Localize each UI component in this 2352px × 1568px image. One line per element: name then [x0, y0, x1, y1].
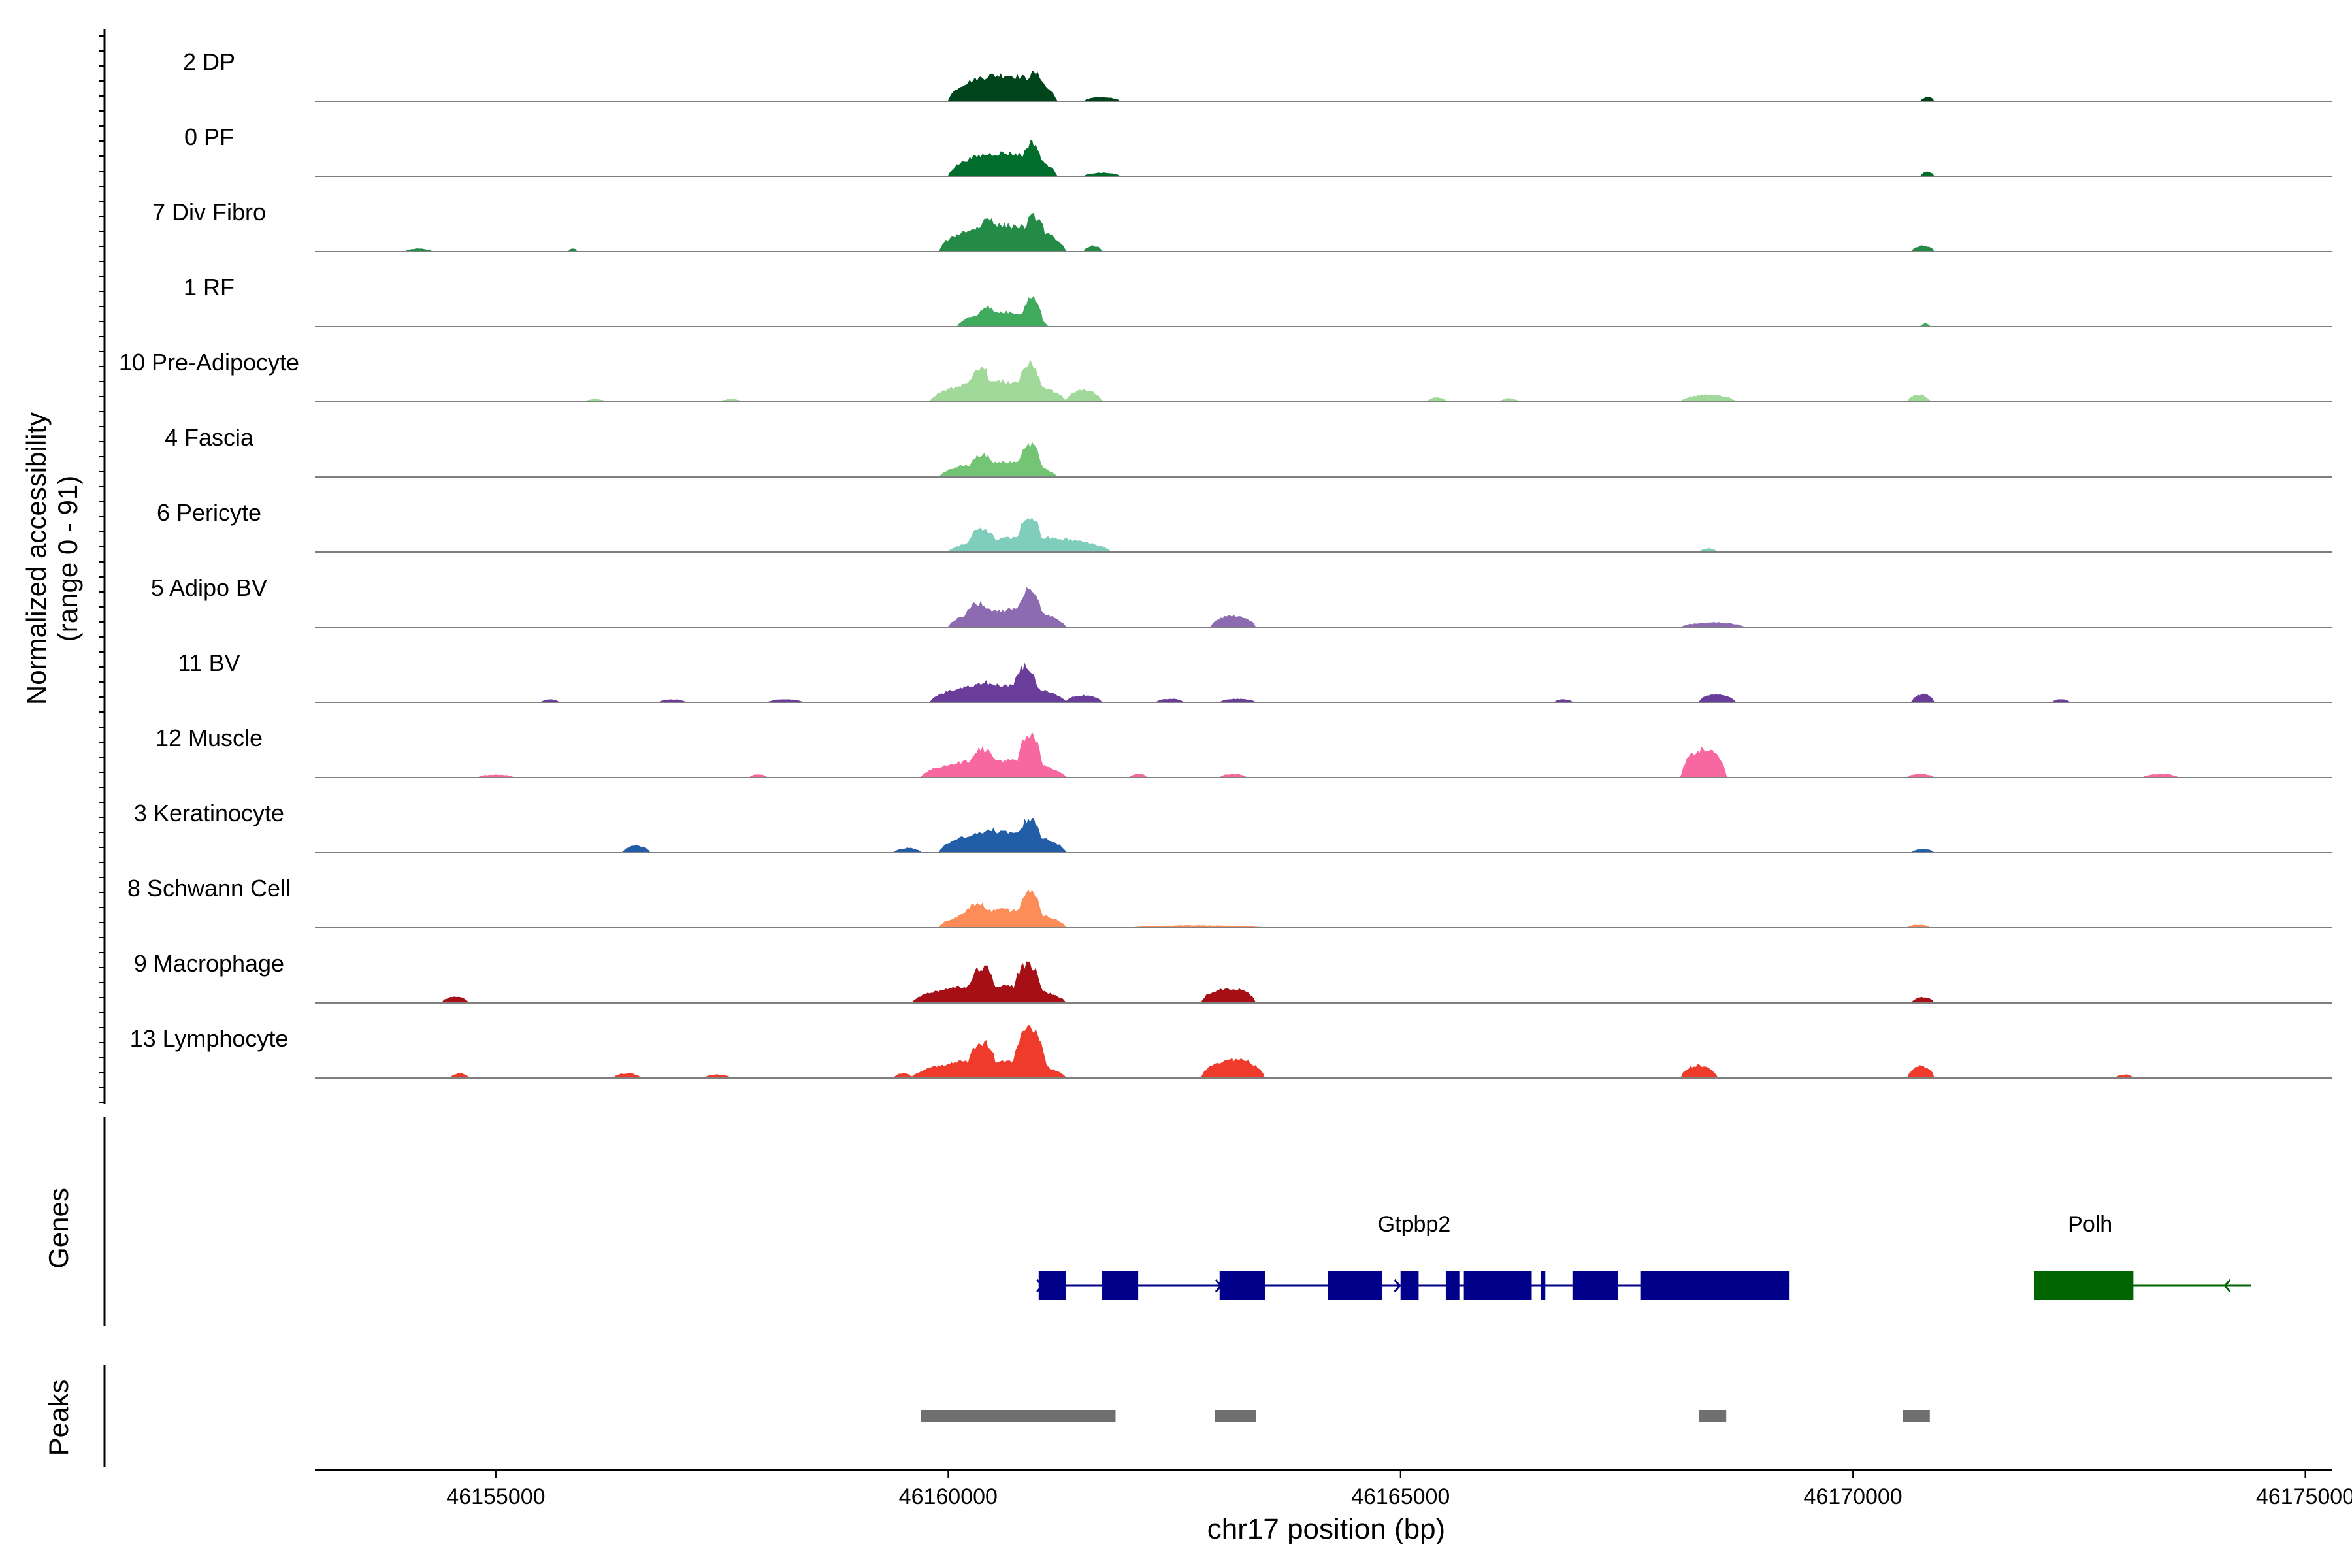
gene-name-label: Gtpbp2: [1378, 1212, 1451, 1237]
coverage-area: [315, 961, 2332, 1003]
gene-exon: [2034, 1271, 2134, 1300]
track-14: 13 Lymphocyte: [130, 1024, 2332, 1079]
genes-label: Genes: [43, 1188, 74, 1269]
track-10: 12 Muscle: [155, 725, 2332, 778]
x-tick-label: 46175000: [2256, 1484, 2352, 1509]
x-tick-label: 46160000: [899, 1484, 998, 1509]
track-label: 3 Keratinocyte: [134, 800, 284, 826]
track-label: 12 Muscle: [155, 725, 263, 751]
track-label: 10 Pre-Adipocyte: [119, 349, 299, 376]
track-label: 0 PF: [184, 123, 234, 150]
track-5: 10 Pre-Adipocyte: [119, 349, 2332, 402]
gene-exon: [1038, 1271, 1066, 1300]
gene-gtpbp2: Gtpbp2: [1036, 1212, 1790, 1300]
coverage-area: [315, 817, 2332, 853]
coverage-area: [315, 1024, 2332, 1078]
coverage-area: [315, 442, 2332, 477]
track-label: 11 BV: [178, 649, 240, 676]
track-8: 5 Adipo BV: [151, 574, 2332, 628]
coverage-area: [315, 732, 2332, 777]
peak-region: [921, 1410, 1116, 1422]
track-label: 2 DP: [183, 48, 235, 75]
gene-exon: [1102, 1271, 1139, 1300]
coverage-area: [315, 889, 2332, 928]
y-axis-label: Normalized accessibility: [21, 412, 52, 705]
track-label: 5 Adipo BV: [151, 574, 267, 601]
x-tick-label: 46165000: [1351, 1484, 1450, 1509]
peak-region: [1699, 1410, 1727, 1422]
track-4: 1 RF: [184, 274, 2332, 327]
gene-exon: [1572, 1271, 1618, 1300]
gene-strand-arrow: [2223, 1279, 2231, 1292]
coverage-area: [315, 587, 2332, 627]
track-2: 0 PF: [184, 123, 2332, 177]
coverage-area: [315, 517, 2332, 552]
track-9: 11 BV: [178, 649, 2332, 703]
y-axis-range-label: (range 0 - 91): [52, 476, 83, 642]
coverage-tracks: 2 DP 0 PF 7 Div Fibro 1 RF 10 Pre-Adipocyte 4…: [119, 48, 2332, 1422]
track-label: 6 Pericyte: [157, 499, 261, 526]
gene-name-label: Polh: [2068, 1212, 2112, 1237]
coverage-area: [315, 71, 2332, 101]
gene-exon: [1328, 1271, 1383, 1300]
track-label: 1 RF: [184, 274, 235, 301]
gene-exon: [1640, 1271, 1790, 1300]
track-12: 8 Schwann Cell: [127, 875, 2332, 928]
peak-region: [1903, 1410, 1930, 1422]
gene-exon: [1463, 1271, 1532, 1300]
x-tick-label: 46155000: [446, 1484, 545, 1509]
track-6: 4 Fascia: [165, 424, 2332, 478]
gene-exon: [1400, 1271, 1419, 1300]
track-11: 3 Keratinocyte: [134, 800, 2332, 853]
peaks-label: Peaks: [43, 1380, 74, 1456]
coverage-area: [315, 295, 2332, 327]
track-label: 8 Schwann Cell: [127, 875, 291, 902]
track-label: 4 Fascia: [165, 424, 254, 451]
gene-polh: Polh: [2034, 1212, 2251, 1300]
x-tick-label: 46170000: [1803, 1484, 1902, 1509]
coverage-area: [315, 662, 2332, 702]
x-axis-title: chr17 position (bp): [1207, 1513, 1445, 1545]
peak-region: [1215, 1410, 1256, 1422]
gene-exon: [1445, 1271, 1460, 1300]
gene-strand-arrow: [1394, 1279, 1401, 1292]
coverage-area: [315, 212, 2332, 252]
coverage-area: [315, 139, 2332, 176]
track-1: 2 DP: [183, 48, 2332, 102]
track-13: 9 Macrophage: [134, 950, 2332, 1004]
gene-exon: [1541, 1271, 1546, 1300]
track-7: 6 Pericyte: [157, 499, 2332, 553]
coverage-area: [315, 359, 2332, 402]
track-3: 7 Div Fibro: [152, 199, 2332, 252]
track-label: 13 Lymphocyte: [130, 1025, 289, 1052]
axes: 46155000 46160000 46165000 46170000 46175000: [99, 29, 2352, 1509]
gene-exon: [1219, 1271, 1265, 1300]
track-label: 9 Macrophage: [134, 950, 284, 977]
track-label: 7 Div Fibro: [152, 199, 266, 225]
